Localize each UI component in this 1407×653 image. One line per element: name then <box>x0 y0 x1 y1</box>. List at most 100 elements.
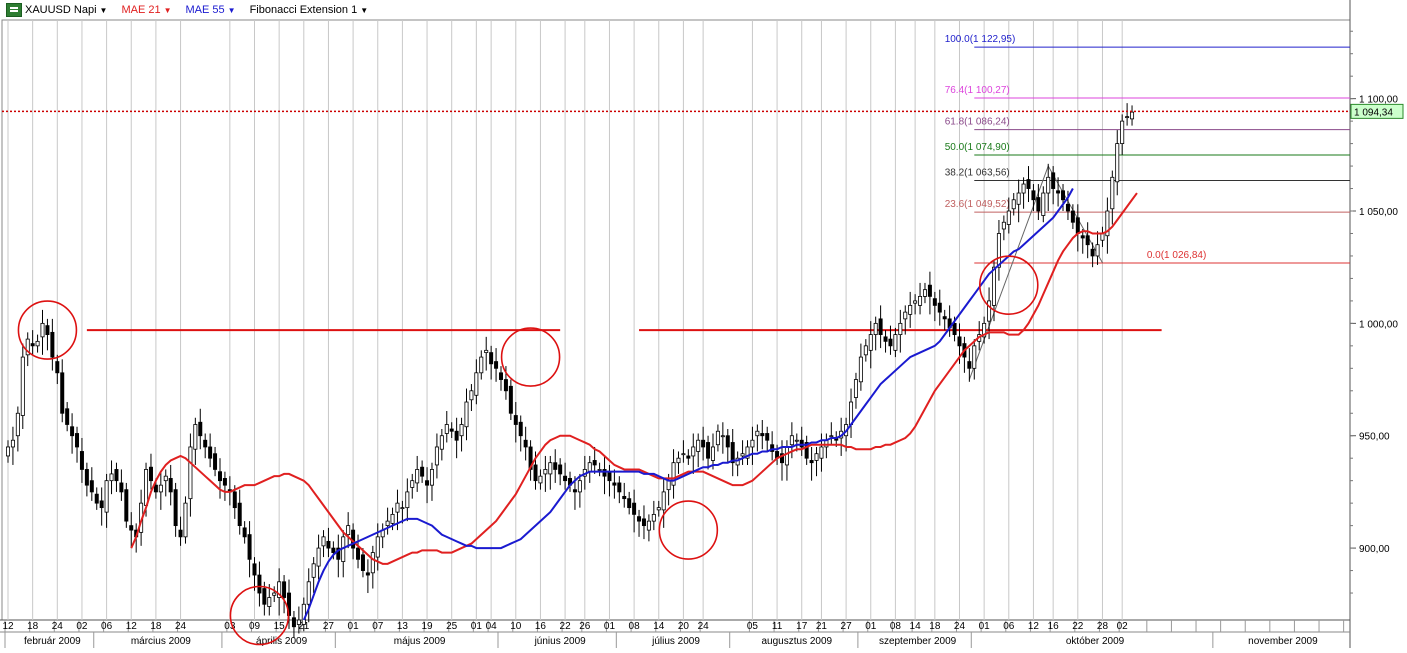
candle-body <box>1130 111 1135 120</box>
candle-body <box>518 421 523 437</box>
x-tick-label: 03 <box>224 621 236 632</box>
candle-body <box>1031 190 1036 201</box>
candle-body <box>267 597 272 607</box>
candle-body <box>942 316 947 320</box>
highlight-circle <box>978 255 1039 315</box>
x-tick-label: 18 <box>929 621 941 632</box>
fib-level-label: 61.8(1 086,24) <box>945 117 1010 128</box>
candle-body <box>252 563 257 576</box>
candle-body <box>730 442 735 464</box>
y-tick-label: 1 050,00 <box>1359 207 1398 218</box>
candle-body <box>829 435 834 438</box>
mae55-selector[interactable]: MAE 55 ▼ <box>186 4 236 16</box>
mae55-line <box>302 188 1074 621</box>
candle-body <box>760 433 765 437</box>
candle-body <box>444 424 449 434</box>
chart-app-icon <box>6 3 22 17</box>
candle-body <box>208 446 213 459</box>
x-tick-label: 19 <box>421 621 433 632</box>
candle-body <box>868 334 873 351</box>
candle-body <box>454 430 459 441</box>
x-tick-label: 20 <box>678 621 690 632</box>
x-tick-label: 02 <box>76 621 88 632</box>
candle-body <box>277 581 282 598</box>
candle-body <box>1041 192 1046 216</box>
candle-body <box>740 453 745 457</box>
x-tick-label: 12 <box>1028 621 1040 632</box>
candle-body <box>1110 176 1115 210</box>
candle-body <box>873 322 878 336</box>
candle-body <box>198 421 203 437</box>
candle-body <box>538 475 543 484</box>
candle-body <box>1006 210 1011 225</box>
candle-body <box>489 352 494 365</box>
mae21-selector[interactable]: MAE 21 ▼ <box>121 4 171 16</box>
candle-body <box>178 529 183 538</box>
candle-body <box>1065 203 1070 212</box>
month-label: június 2009 <box>534 636 587 647</box>
candle-body <box>563 475 568 482</box>
candle-body <box>301 603 306 625</box>
candle-body <box>410 480 415 488</box>
candle-body <box>282 581 287 598</box>
candle-body <box>94 493 99 504</box>
candle-body <box>242 527 247 538</box>
candle-body <box>1036 197 1041 212</box>
month-label: augusztus 2009 <box>761 636 832 647</box>
candle-body <box>375 536 380 558</box>
candle-body <box>1061 190 1066 201</box>
symbol-selector[interactable]: XAUUSD Napi ▼ <box>6 3 107 17</box>
candle-body <box>395 502 400 513</box>
candle-body <box>651 513 656 522</box>
candle-body <box>434 446 439 466</box>
candle-body <box>720 435 725 438</box>
candle-body <box>553 462 558 470</box>
fib-level-label: 50.0(1 074,90) <box>945 142 1010 153</box>
candle-body <box>982 322 987 338</box>
x-tick-label: 22 <box>1072 621 1084 632</box>
candle-body <box>484 349 489 353</box>
fib-selector[interactable]: Fibonacci Extension 1 ▼ <box>250 4 369 16</box>
symbol-label: XAUUSD Napi <box>25 4 97 16</box>
candle-body <box>913 300 918 304</box>
candle-body <box>523 439 528 448</box>
x-tick-label: 08 <box>890 621 902 632</box>
candle-body <box>70 426 75 437</box>
candle-body <box>498 372 503 380</box>
candle-body <box>735 457 740 466</box>
candle-body <box>686 455 691 459</box>
candle-body <box>124 489 129 522</box>
candle-body <box>607 471 612 482</box>
candle-body <box>770 444 775 452</box>
candle-body <box>247 534 252 560</box>
month-label: október 2009 <box>1066 636 1125 647</box>
candle-body <box>558 464 563 475</box>
candle-body <box>148 466 153 482</box>
candle-body <box>597 469 602 471</box>
candle-body <box>1021 183 1026 194</box>
candle-body <box>927 284 932 297</box>
candle-body <box>992 266 997 306</box>
candle-body <box>780 453 785 464</box>
candle-body <box>602 469 607 477</box>
candle-body <box>987 300 992 322</box>
candle-body <box>6 446 11 457</box>
candle-body <box>84 469 89 486</box>
candle-body <box>425 480 430 486</box>
candle-body <box>1051 172 1056 189</box>
candle-body <box>533 464 538 482</box>
candle-body <box>193 424 198 450</box>
candle-body <box>183 502 188 538</box>
candle-body <box>89 480 94 493</box>
highlight-circle <box>658 500 719 560</box>
candle-body <box>508 385 513 414</box>
current-price-label: 1 094,34 <box>1354 107 1393 118</box>
x-tick-label: 14 <box>653 621 665 632</box>
candle-body <box>99 500 104 509</box>
month-label: február 2009 <box>24 636 81 647</box>
candle-body <box>706 442 711 459</box>
x-tick-label: 24 <box>954 621 966 632</box>
x-tick-label: 06 <box>101 621 113 632</box>
